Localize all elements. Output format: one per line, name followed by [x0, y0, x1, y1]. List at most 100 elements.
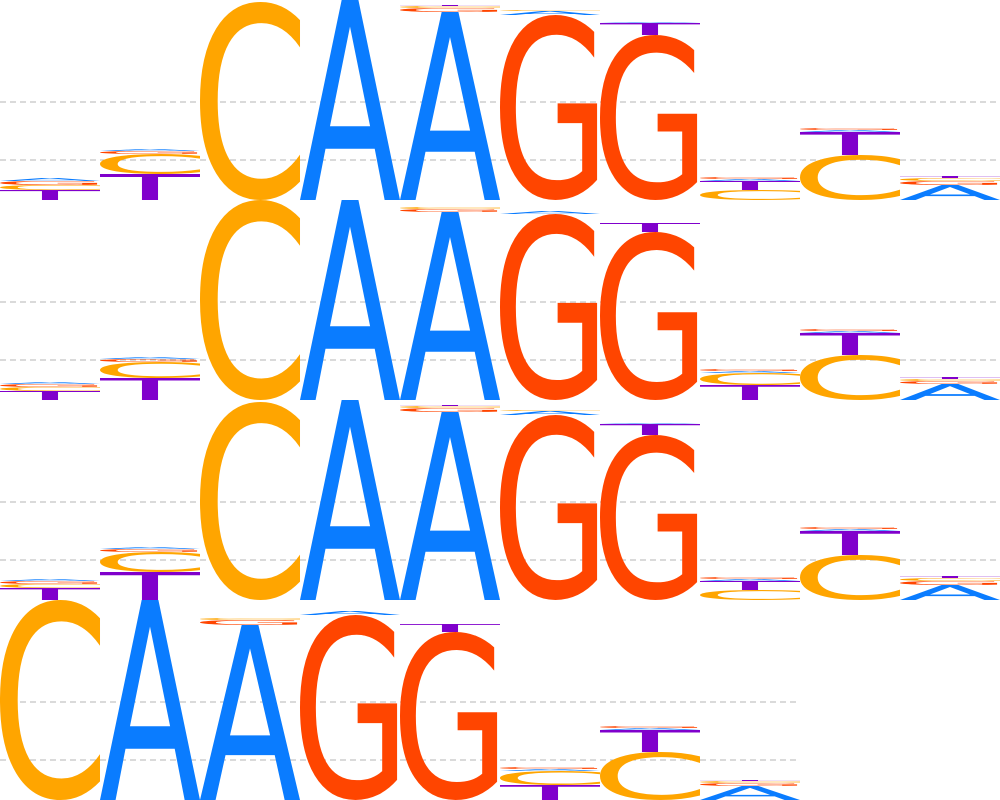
logo2-pos2-C-letter: C — [90, 358, 209, 383]
logo4-pos6-G-letter: G — [491, 767, 609, 770]
logo3-pos10-T-letter: T — [899, 575, 1000, 578]
logo1-pos8-A-letter: A — [699, 178, 801, 181]
logo3-pos8-A-letter: A — [699, 578, 801, 581]
logo3-pos8-T-letter: T — [699, 579, 801, 593]
logo3-pos2-C-letter: C — [90, 547, 209, 578]
logo3-pos10-A-letter: A — [899, 581, 1000, 605]
logo2-pos9-T-letter: T — [799, 327, 901, 362]
logo2-pos5-A-letter: A — [399, 160, 501, 462]
logo3-pos6-C-letter: C — [490, 410, 609, 412]
logo3-pos5-G-letter: G — [391, 407, 509, 413]
logo1-pos4-A-letter: A — [299, 0, 401, 266]
logo4-pos6-A-letter: A — [499, 768, 601, 771]
logo3-pos6-A-letter: A — [499, 410, 601, 416]
logo1-pos8-G-letter: G — [691, 177, 809, 180]
logo1-pos5-T-letter: T — [399, 5, 501, 7]
logo1-pos9-A-letter: A — [799, 129, 901, 132]
logo1-pos7-A-letter: A — [599, 22, 701, 24]
logo3-pos5-C-letter: C — [390, 406, 509, 409]
logo1-pos7-G-letter: G — [591, 0, 709, 249]
logo3-pos5-A-letter: A — [399, 360, 501, 662]
logo2-pos1-A-letter: A — [0, 381, 101, 384]
logo3-pos8-G-letter: G — [691, 577, 809, 580]
logo4-pos8-T-letter: T — [699, 780, 801, 782]
logo3-pos4-A-letter: A — [299, 345, 401, 666]
logo4-pos4-G-letter: G — [291, 569, 409, 800]
logo4-pos3-G-letter: G — [191, 619, 309, 627]
logo2-pos1-T-letter: T — [0, 389, 101, 403]
logo1-pos1-T-letter: T — [0, 187, 101, 203]
logo3-pos2-A-letter: A — [99, 546, 201, 549]
logo2-pos6-A-letter: A — [499, 210, 601, 215]
logo2-pos10-T-letter: T — [899, 376, 1000, 379]
logo2-pos8-C-letter: C — [690, 370, 809, 389]
logo2-pos8-G-letter: G — [691, 369, 809, 372]
logo4-pos2-A-letter: A — [99, 545, 201, 800]
logo1-pos2-T-letter: T — [99, 167, 201, 209]
logo2-pos8-A-letter: A — [699, 370, 801, 373]
logo2-pos9-G-letter: G — [791, 329, 909, 332]
logo1-pos1-C-letter: C — [0, 184, 109, 192]
logo2-pos7-T-letter: T — [599, 221, 701, 235]
logo1-pos9-C-letter: C — [790, 144, 909, 214]
logo2-pos6-G-letter: G — [491, 168, 609, 456]
logo1-pos5-A-letter: A — [399, 0, 501, 262]
logo3-pos9-T-letter: T — [799, 524, 901, 563]
logo1-pos8-T-letter: T — [699, 179, 801, 193]
logo2-pos10-A-letter: A — [899, 380, 1000, 406]
logo1-pos1-A-letter: A — [0, 177, 101, 182]
logo4-pos6-C-letter: C — [490, 768, 609, 790]
logo4-pos8-C-letter: C — [690, 781, 809, 784]
logo4-pos3-A-letter: A — [199, 577, 301, 800]
logo2-pos10-G-letter: G — [891, 380, 1000, 385]
logo2-pos2-G-letter: G — [91, 358, 209, 363]
logo3-pos5-T-letter: T — [399, 405, 501, 407]
logo4-pos5-T-letter: T — [399, 622, 501, 635]
logo2-pos1-G-letter: G — [0, 383, 110, 388]
logo4-pos8-G-letter: G — [691, 782, 809, 787]
logo1-pos10-C-letter: C — [890, 177, 1000, 182]
logo3-pos10-G-letter: G — [891, 580, 1000, 586]
logo3-pos9-A-letter: A — [799, 528, 901, 531]
logo1-pos7-T-letter: T — [599, 20, 701, 39]
logo1-pos5-G-letter: G — [391, 7, 509, 13]
logo2-pos2-A-letter: A — [99, 356, 201, 359]
logo4-pos3-C-letter: C — [190, 618, 309, 621]
logo2-pos5-G-letter: G — [391, 208, 509, 213]
logo4-pos5-G-letter: G — [391, 590, 509, 800]
logo4-pos7-C-letter: C — [590, 740, 709, 800]
logo2-pos7-G-letter: G — [591, 190, 709, 450]
logo4-pos4-A-letter: A — [299, 610, 401, 616]
logo1-pos9-T-letter: T — [799, 126, 901, 163]
logo2-pos10-C-letter: C — [890, 379, 1000, 382]
logo3-pos1-G-letter: G — [0, 580, 110, 585]
logo1-pos6-G-letter: G — [491, 0, 609, 255]
logo1-pos5-C-letter: C — [390, 6, 509, 9]
logo2-pos5-C-letter: C — [390, 207, 509, 210]
logo3-pos3-C-letter: C — [190, 353, 309, 659]
logo3-pos1-C-letter: C — [0, 583, 109, 589]
logo1-pos1-G-letter: G — [0, 180, 110, 186]
logo1-pos3-C-letter: C — [190, 0, 309, 259]
logo1-pos9-G-letter: G — [791, 128, 909, 131]
logo1-pos10-A-letter: A — [899, 181, 1000, 205]
logo3-pos1-T-letter: T — [0, 585, 101, 604]
logo3-pos8-C-letter: C — [690, 588, 809, 603]
logo3-pos9-G-letter: G — [791, 527, 909, 530]
logo2-pos2-T-letter: T — [99, 372, 201, 407]
logo1-pos6-A-letter: A — [499, 10, 601, 16]
logo2-pos3-C-letter: C — [190, 150, 309, 459]
logo4-pos8-A-letter: A — [699, 782, 801, 800]
logo2-pos9-C-letter: C — [790, 344, 909, 414]
logo3-pos2-T-letter: T — [99, 564, 201, 609]
logo3-pos2-G-letter: G — [91, 548, 209, 553]
logo4-pos7-G-letter: G — [591, 726, 709, 729]
logo4-pos6-T-letter: T — [499, 781, 601, 800]
logo1-pos2-C-letter: C — [90, 149, 209, 180]
logo1-pos10-T-letter: T — [899, 175, 1000, 178]
logo3-pos10-C-letter: C — [890, 577, 1000, 582]
